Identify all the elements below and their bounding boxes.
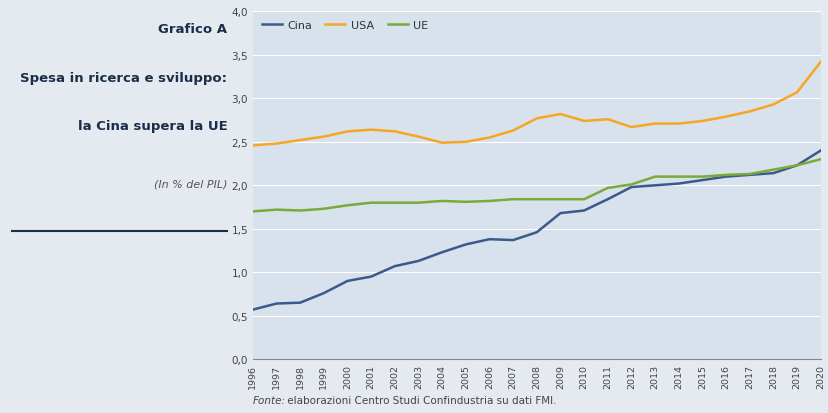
UE [319,207,329,212]
UE [602,186,612,191]
Cina [815,149,825,154]
Cina [436,250,446,255]
Cina [508,238,518,243]
UE [342,203,352,208]
UE [508,197,518,202]
USA [508,129,518,134]
UE [744,172,753,177]
USA [413,135,423,140]
USA [248,143,258,148]
Text: la Cina supera la UE: la Cina supera la UE [78,120,227,133]
Cina [248,307,258,312]
USA [626,125,636,130]
USA [649,122,659,127]
UE [389,201,399,206]
Cina [673,182,683,187]
USA [366,128,376,133]
USA [815,60,825,65]
Cina [389,264,399,269]
Cina [272,301,282,306]
USA [768,103,777,108]
UE [413,201,423,206]
Line: UE: UE [253,160,820,212]
UE [579,197,589,202]
UE [555,197,565,202]
Legend: Cina, USA, UE: Cina, USA, UE [258,18,431,35]
Cina [532,230,542,235]
UE [248,209,258,214]
USA [460,140,470,145]
USA [673,122,683,127]
UE [768,168,777,173]
Cina [555,211,565,216]
Cina [744,173,753,178]
USA [579,119,589,124]
USA [389,130,399,135]
Cina [720,175,730,180]
Text: elaborazioni Centro Studi Confindustria su dati FMI.: elaborazioni Centro Studi Confindustria … [284,395,556,405]
USA [555,112,565,117]
USA [272,142,282,147]
Cina [366,275,376,280]
UE [436,199,446,204]
Cina [484,237,493,242]
UE [532,197,542,202]
UE [626,183,636,188]
Text: Fonte:: Fonte: [253,395,286,405]
Line: Cina: Cina [253,151,820,310]
USA [532,116,542,121]
USA [484,135,493,140]
Cina [460,242,470,247]
USA [696,119,706,124]
UE [366,201,376,206]
USA [744,110,753,115]
Cina [602,197,612,202]
Cina [626,185,636,190]
Text: Spesa in ricerca e sviluppo:: Spesa in ricerca e sviluppo: [21,71,227,84]
UE [720,173,730,178]
Text: (In % del PIL): (In % del PIL) [154,179,227,189]
Line: USA: USA [253,63,820,146]
USA [319,135,329,140]
Cina [696,178,706,183]
UE [460,200,470,205]
UE [295,209,305,214]
UE [649,175,659,180]
Cina [413,259,423,264]
USA [342,130,352,135]
Cina [342,279,352,284]
Cina [649,183,659,188]
UE [673,175,683,180]
USA [720,115,730,120]
Cina [579,209,589,214]
USA [295,138,305,143]
Cina [319,291,329,296]
Cina [791,164,801,169]
UE [791,164,801,169]
Text: Grafico A: Grafico A [158,23,227,36]
USA [602,117,612,122]
UE [484,199,493,204]
UE [272,208,282,213]
UE [815,157,825,162]
USA [791,90,801,95]
Cina [768,171,777,176]
USA [436,141,446,146]
UE [696,175,706,180]
Cina [295,301,305,306]
